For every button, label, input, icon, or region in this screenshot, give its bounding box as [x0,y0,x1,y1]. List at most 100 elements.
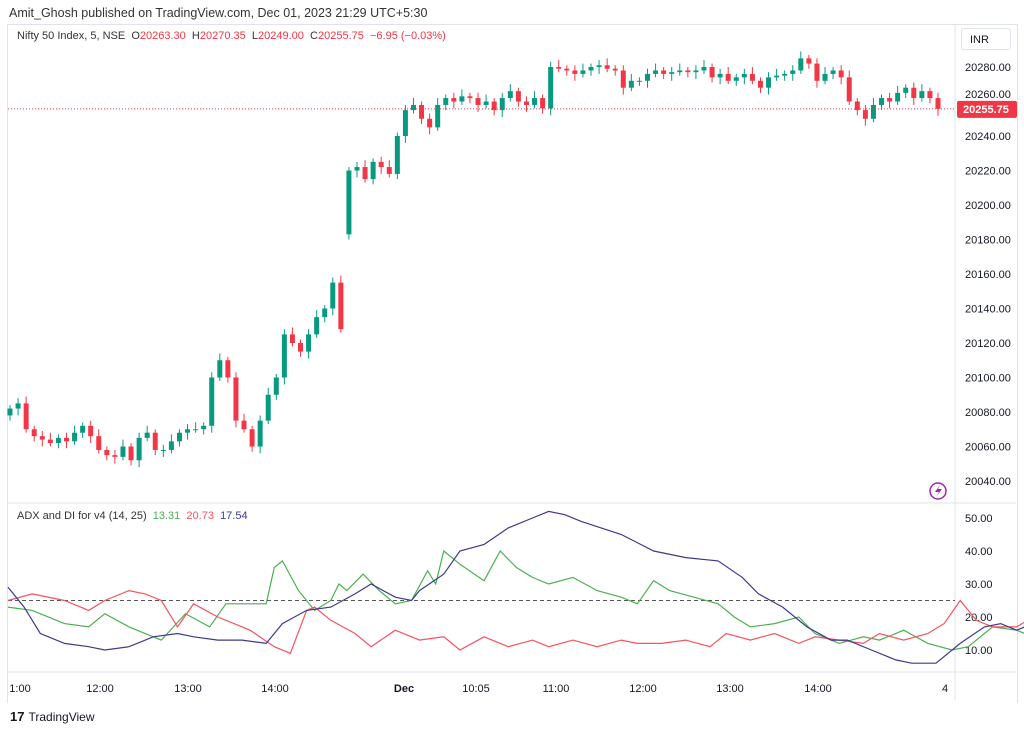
candle-body [653,70,659,74]
time-tick-label: 14:00 [261,683,289,695]
candle-body [257,420,263,447]
candle-body [523,101,529,105]
candle-body [919,91,925,99]
candle-body [669,72,675,74]
open-label: O [131,30,140,42]
candle-body [677,70,683,73]
time-tick-label: 10:05 [462,683,490,695]
candle-body [96,436,102,450]
candle-body [112,455,118,457]
candle-body [128,446,134,461]
time-tick-label: 13:00 [174,683,202,695]
candle-body [903,87,909,93]
candle-body [814,63,820,81]
lightning-icon-bolt [935,485,942,497]
close-label: C [310,30,318,42]
candle-body [322,308,328,318]
symbol-name[interactable]: Nifty 50 Index, 5, NSE [17,30,126,42]
candle-body [160,449,166,451]
candle-body [225,360,231,378]
time-tick-label: 1:00 [9,683,30,695]
candle-body [378,161,384,168]
candle-body [193,429,199,431]
candle-body [273,377,279,395]
candle-body [774,75,780,78]
candle-body [636,80,642,82]
candle-body [346,170,352,235]
candle-body [515,91,521,102]
high-value: 20270.35 [199,30,246,42]
candle-body [628,80,634,88]
candle-body [644,73,650,81]
series-di-line [7,589,1024,655]
brand-name: TradingView [28,709,95,724]
high-label: H [191,30,200,42]
candle-body [459,96,465,102]
candle-body [499,98,505,111]
candle-body [80,425,86,433]
candle-body [419,104,425,119]
last-price-label: 20255.75 [963,104,1009,116]
tradingview-logo: 17 TradingView [10,709,95,724]
candle-body [701,67,707,71]
tv-logo-icon: 17 [10,709,25,724]
price-tick-label: 20200.00 [965,200,1011,212]
indicator-name[interactable]: ADX and DI for v4 (14, 25) [17,510,147,522]
candle-body [88,425,94,437]
series-adx-line [7,510,1024,664]
candle-body [822,73,828,81]
candle-body [217,360,223,378]
candle-body [532,98,538,105]
candle-body [402,110,408,136]
time-tick-label: 14:00 [804,683,832,695]
chart-frame [7,24,1018,703]
candle-body [846,77,852,102]
candle-body [661,70,667,74]
candle-body [265,394,271,421]
candle-body [451,98,457,102]
indicator-tick-label: 20.00 [965,612,993,624]
candle-body [717,73,723,78]
candle-body [31,429,37,437]
candle-body [782,73,788,76]
lightning-icon [929,482,947,500]
candle-body [330,282,336,309]
candle-body [556,67,562,69]
currency-button[interactable]: INR [961,28,1011,50]
candle-body [55,437,61,444]
candle-body [136,437,142,461]
indicator-tick-label: 50.00 [965,513,993,525]
candle-body [362,167,368,180]
candle-body [766,77,772,88]
candle-body [15,403,21,409]
candle-body [798,58,804,71]
candle-body [23,403,29,430]
candle-body [733,77,739,81]
price-tick-label: 20100.00 [965,373,1011,385]
candle-body [185,429,191,433]
price-tick-label: 20120.00 [965,338,1011,350]
symbol-legend: Nifty 50 Index, 5, NSE O20263.30 H20270.… [17,30,446,42]
candle-body [830,70,836,74]
candle-body [588,67,594,71]
candle-body [935,98,941,109]
candle-body [838,70,844,78]
candle-body [854,101,860,111]
price-tick-label: 20260.00 [965,89,1011,101]
candle-body [725,73,731,81]
candle-body [475,98,481,105]
price-tick-label: 20060.00 [965,442,1011,454]
candle-body [241,420,247,430]
price-tick-label: 20140.00 [965,304,1011,316]
last-price-badge [957,100,1017,118]
candle-body [233,377,239,421]
candle-body [790,70,796,74]
candle-body [596,65,602,67]
time-tick-label: 11:00 [543,683,570,695]
candle-body [564,68,570,71]
candle-body [693,70,699,73]
candle-body [927,91,933,99]
time-tick-label: 12:00 [629,683,657,695]
candle-body [612,68,618,71]
